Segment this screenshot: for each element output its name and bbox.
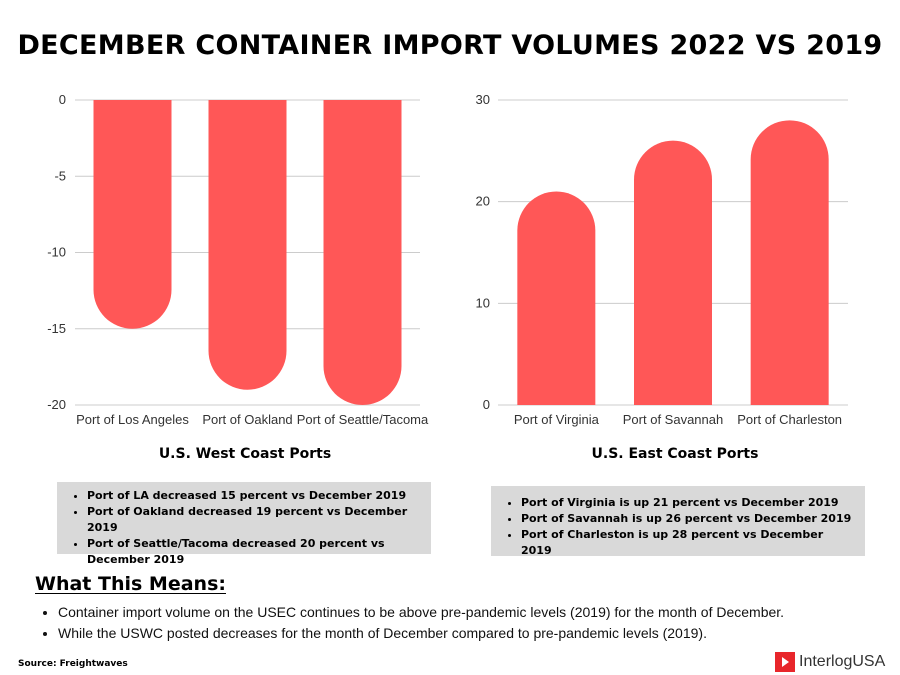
east-coast-chart: 0 10 20 30 Port of Virginia Port of Savannah P… bbox=[476, 92, 848, 427]
what-this-means-list: Container import volume on the USEC cont… bbox=[38, 602, 784, 644]
east-note-item: Port of Charleston is up 28 percent vs D… bbox=[521, 527, 855, 559]
x-category-label: Port of Oakland bbox=[202, 412, 292, 427]
y-tick-label: 0 bbox=[59, 92, 66, 107]
bar bbox=[634, 140, 712, 405]
x-category-label: Port of Seattle/Tacoma bbox=[297, 412, 429, 427]
interlog-logo: InterlogUSA bbox=[775, 651, 885, 673]
east-notes-list: Port of Virginia is up 21 percent vs Dec… bbox=[505, 495, 855, 559]
bar bbox=[517, 191, 596, 405]
y-tick-label: -15 bbox=[47, 321, 66, 336]
x-category-label: Port of Los Angeles bbox=[76, 412, 189, 427]
x-category-label: Port of Virginia bbox=[514, 412, 600, 427]
interlog-logo-text: InterlogUSA bbox=[799, 653, 886, 670]
west-notes-box: Port of LA decreased 15 percent vs Decem… bbox=[57, 482, 431, 566]
interlog-logo-icon bbox=[775, 652, 795, 672]
what-this-means-point: Container import volume on the USEC cont… bbox=[58, 602, 784, 623]
west-notes-list: Port of LA decreased 15 percent vs Decem… bbox=[71, 488, 421, 568]
west-note-item: Port of Seattle/Tacoma decreased 20 perc… bbox=[87, 536, 421, 568]
y-tick-label: -5 bbox=[54, 168, 66, 183]
bar bbox=[208, 100, 287, 390]
y-tick-label: 20 bbox=[476, 194, 490, 209]
y-tick-label: -10 bbox=[47, 245, 66, 260]
what-this-means-point: While the USWC posted decreases for the … bbox=[58, 623, 784, 644]
what-this-means-heading: What This Means: bbox=[35, 573, 226, 595]
west-coast-chart: 0 -5 -10 -15 -20 Port of Los Angeles Port of O… bbox=[47, 92, 429, 427]
page-title: DECEMBER CONTAINER IMPORT VOLUMES 2022 V… bbox=[17, 30, 883, 61]
east-note-item: Port of Savannah is up 26 percent vs Dec… bbox=[521, 511, 855, 527]
bar bbox=[750, 120, 829, 405]
west-note-item: Port of LA decreased 15 percent vs Decem… bbox=[87, 488, 421, 504]
y-tick-label: 0 bbox=[483, 397, 490, 412]
x-category-label: Port of Charleston bbox=[737, 412, 842, 427]
east-chart-title: U.S. East Coast Ports bbox=[591, 446, 759, 462]
bar bbox=[323, 100, 402, 405]
west-chart-title: U.S. West Coast Ports bbox=[158, 446, 332, 462]
bar bbox=[93, 100, 172, 329]
x-category-label: Port of Savannah bbox=[623, 412, 723, 427]
y-tick-label: 10 bbox=[476, 295, 490, 310]
source-note: Source: Freightwaves bbox=[18, 659, 128, 669]
east-notes-box: Port of Virginia is up 21 percent vs Dec… bbox=[491, 486, 865, 559]
y-tick-label: -20 bbox=[47, 397, 66, 412]
east-note-item: Port of Virginia is up 21 percent vs Dec… bbox=[521, 495, 855, 511]
y-tick-label: 30 bbox=[476, 92, 490, 107]
west-note-item: Port of Oakland decreased 19 percent vs … bbox=[87, 504, 421, 536]
